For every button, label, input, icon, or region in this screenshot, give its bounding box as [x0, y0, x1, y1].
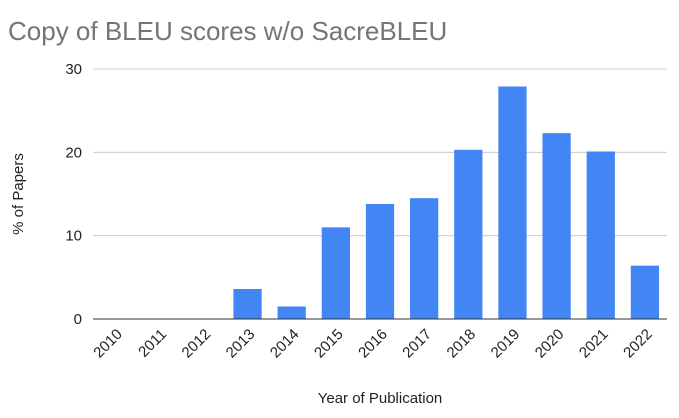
x-tick-label: 2014: [267, 326, 303, 362]
x-tick-label: 2017: [399, 326, 435, 362]
x-tick-label: 2015: [311, 326, 347, 362]
bar-2021: [586, 151, 615, 319]
x-tick-label: 2013: [223, 326, 259, 362]
x-axis-title: Year of Publication: [318, 390, 443, 407]
bar-2022: [630, 265, 660, 319]
x-tick-label: 2012: [179, 326, 215, 362]
bar-2015: [321, 227, 350, 319]
x-tick-label: 2019: [488, 326, 524, 362]
x-tick-label: 2021: [576, 326, 612, 362]
y-tick-label: 20: [65, 144, 82, 161]
bar-2017: [410, 198, 439, 319]
bar-2014: [277, 306, 306, 319]
y-axis-ticks: 0 10 20 30: [65, 61, 82, 328]
y-tick-label: 30: [65, 61, 82, 78]
bar-2018: [454, 149, 483, 319]
chart-title: Copy of BLEU scores w/o SacreBLEU: [8, 16, 447, 46]
x-tick-label: 2022: [620, 326, 656, 362]
x-tick-label: 2018: [444, 326, 480, 362]
x-tick-label: 2020: [532, 326, 568, 362]
bar-2013: [233, 289, 262, 319]
x-axis-ticks: 2010 2011 2012 2013 2014 2015 2016 2017 2018 2019…: [90, 326, 655, 362]
y-tick-label: 0: [74, 311, 82, 328]
bar-2016: [365, 204, 395, 319]
bar-2019: [498, 86, 527, 319]
x-tick-label: 2016: [355, 326, 391, 362]
x-tick-label: 2010: [90, 326, 126, 362]
x-tick-label: 2011: [135, 326, 170, 361]
y-axis-title: % of Papers: [10, 153, 27, 235]
y-tick-label: 10: [65, 228, 82, 245]
bars: [233, 86, 660, 319]
bar-2020: [542, 133, 571, 319]
